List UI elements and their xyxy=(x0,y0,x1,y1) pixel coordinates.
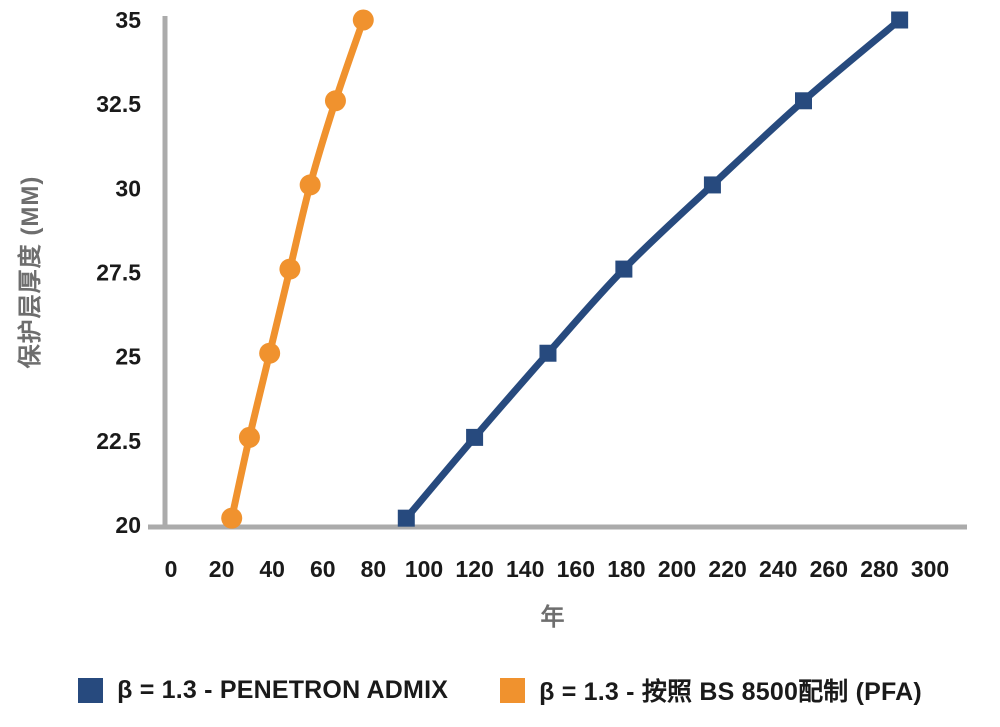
data-point-square xyxy=(703,176,721,194)
y-tick-label: 32.5 xyxy=(96,91,141,117)
data-point-circle xyxy=(238,426,260,448)
y-tick-label: 25 xyxy=(115,344,141,370)
x-tick-label: 140 xyxy=(506,556,544,582)
y-axis-title: 保护层厚度 (MM) xyxy=(16,176,44,370)
x-tick-label: 40 xyxy=(259,556,285,582)
y-tick-label: 20 xyxy=(115,512,141,538)
axes xyxy=(148,16,967,530)
x-tick-label: 180 xyxy=(607,556,645,582)
x-tick-label: 240 xyxy=(759,556,797,582)
data-point-circle xyxy=(352,9,374,31)
series-penetron-admix xyxy=(397,11,909,527)
legend-label: β = 1.3 - PENETRON ADMIX xyxy=(117,675,449,704)
x-tick-label: 260 xyxy=(810,556,848,582)
x-tick-label: 0 xyxy=(165,556,178,582)
y-tick-label: 30 xyxy=(115,175,141,201)
x-axis-title: 年 xyxy=(541,603,566,631)
legend-swatch-blue-icon xyxy=(78,677,104,703)
x-tick-label: 60 xyxy=(310,556,336,582)
y-tick-label: 27.5 xyxy=(96,259,141,285)
data-point-square xyxy=(891,11,909,29)
data-point-circle xyxy=(299,174,321,196)
data-point-square xyxy=(795,92,812,110)
x-tick-label: 300 xyxy=(911,556,949,582)
x-tick-label: 280 xyxy=(860,556,898,582)
line-chart-canvas: 20 22.5 25 27.5 30 32.5 35 0 20 40 60 80 100 120 140 16… xyxy=(16,7,967,631)
x-tick-label: 220 xyxy=(708,556,746,582)
x-tick-label: 200 xyxy=(658,556,696,582)
x-tick-labels: 0 20 40 60 80 100 120 140 160 180 200 220 240 260 280 3… xyxy=(165,556,950,582)
x-tick-label: 120 xyxy=(455,556,493,582)
data-point-circle xyxy=(259,342,281,364)
data-point-square xyxy=(397,509,415,527)
legend-item-bs8500-pfa: β = 1.3 - 按照 BS 8500配制 (PFA) xyxy=(500,672,922,708)
legend-swatch-orange-icon xyxy=(500,677,526,703)
legend-item-penetron-admix: β = 1.3 - PENETRON ADMIX xyxy=(78,676,448,705)
y-tick-label: 22.5 xyxy=(96,428,141,454)
data-point-square xyxy=(539,344,557,362)
x-tick-label: 160 xyxy=(557,556,595,582)
data-point-circle xyxy=(221,507,243,529)
series-bs8500-pfa xyxy=(221,9,374,529)
y-tick-label: 35 xyxy=(115,7,141,33)
data-point-circle xyxy=(324,90,346,112)
chart-legend: β = 1.3 - PENETRON ADMIX β = 1.3 - 按照 BS… xyxy=(0,672,1000,708)
x-tick-label: 80 xyxy=(361,556,387,582)
y-tick-labels: 20 22.5 25 27.5 30 32.5 35 xyxy=(96,7,141,538)
x-tick-label: 20 xyxy=(209,556,235,582)
data-point-circle xyxy=(279,258,301,280)
legend-label: β = 1.3 - 按照 BS 8500配制 (PFA) xyxy=(539,678,922,706)
data-point-square xyxy=(466,428,484,446)
x-tick-label: 100 xyxy=(405,556,443,582)
data-point-square xyxy=(615,260,633,278)
